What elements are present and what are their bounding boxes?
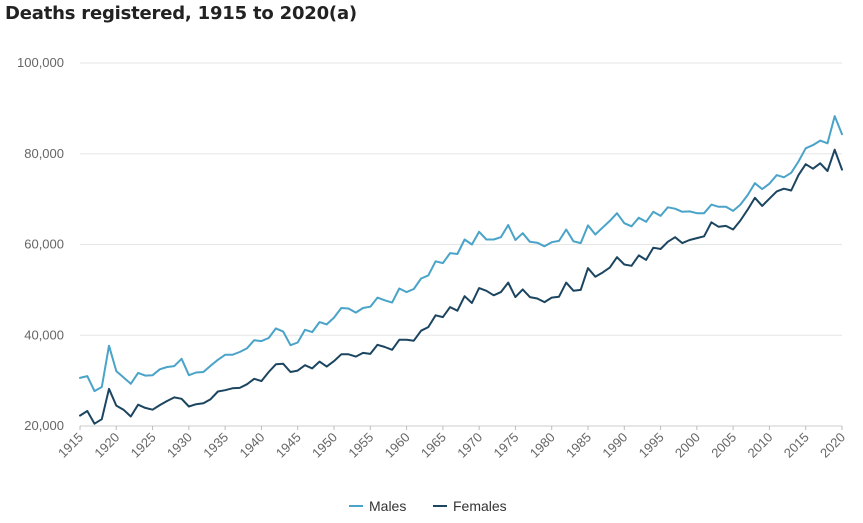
x-tick-label: 1950 [309,430,340,461]
x-tick-label: 2010 [744,430,775,461]
x-tick-label: 1995 [636,430,667,461]
x-tick-label: 2015 [781,430,812,461]
x-tick-label: 1960 [382,430,413,461]
x-tick-label: 1930 [164,430,195,461]
legend-label-males[interactable]: Males [369,498,406,514]
series-line-males [79,115,843,393]
x-tick-label: 1945 [273,430,304,461]
series-line-females [79,148,843,425]
x-tick-label: 1915 [55,430,86,461]
x-tick-label: 1935 [200,430,231,461]
y-tick-label: 100,000 [17,55,64,70]
x-tick-label: 1985 [563,430,594,461]
chart-title: Deaths registered, 1915 to 2020(a) [5,3,357,24]
y-tick-label: 80,000 [24,146,64,161]
y-tick-label: 60,000 [24,237,64,252]
x-tick-label: 1920 [91,430,122,461]
x-tick-label: 1940 [236,430,267,461]
x-tick-label: 1955 [345,430,376,461]
x-tick-label: 2000 [672,430,703,461]
x-tick-label: 1970 [454,430,485,461]
y-tick-label: 20,000 [24,418,64,433]
legend-label-females[interactable]: Females [453,498,507,514]
x-tick-label: 1965 [418,430,449,461]
x-tick-label: 2005 [708,430,739,461]
x-tick-label: 2020 [817,430,848,461]
x-tick-label: 1925 [128,430,159,461]
x-tick-label: 1975 [490,430,521,461]
x-tick-label: 1990 [599,430,630,461]
x-tick-label: 1980 [527,430,558,461]
y-tick-label: 40,000 [24,327,64,342]
